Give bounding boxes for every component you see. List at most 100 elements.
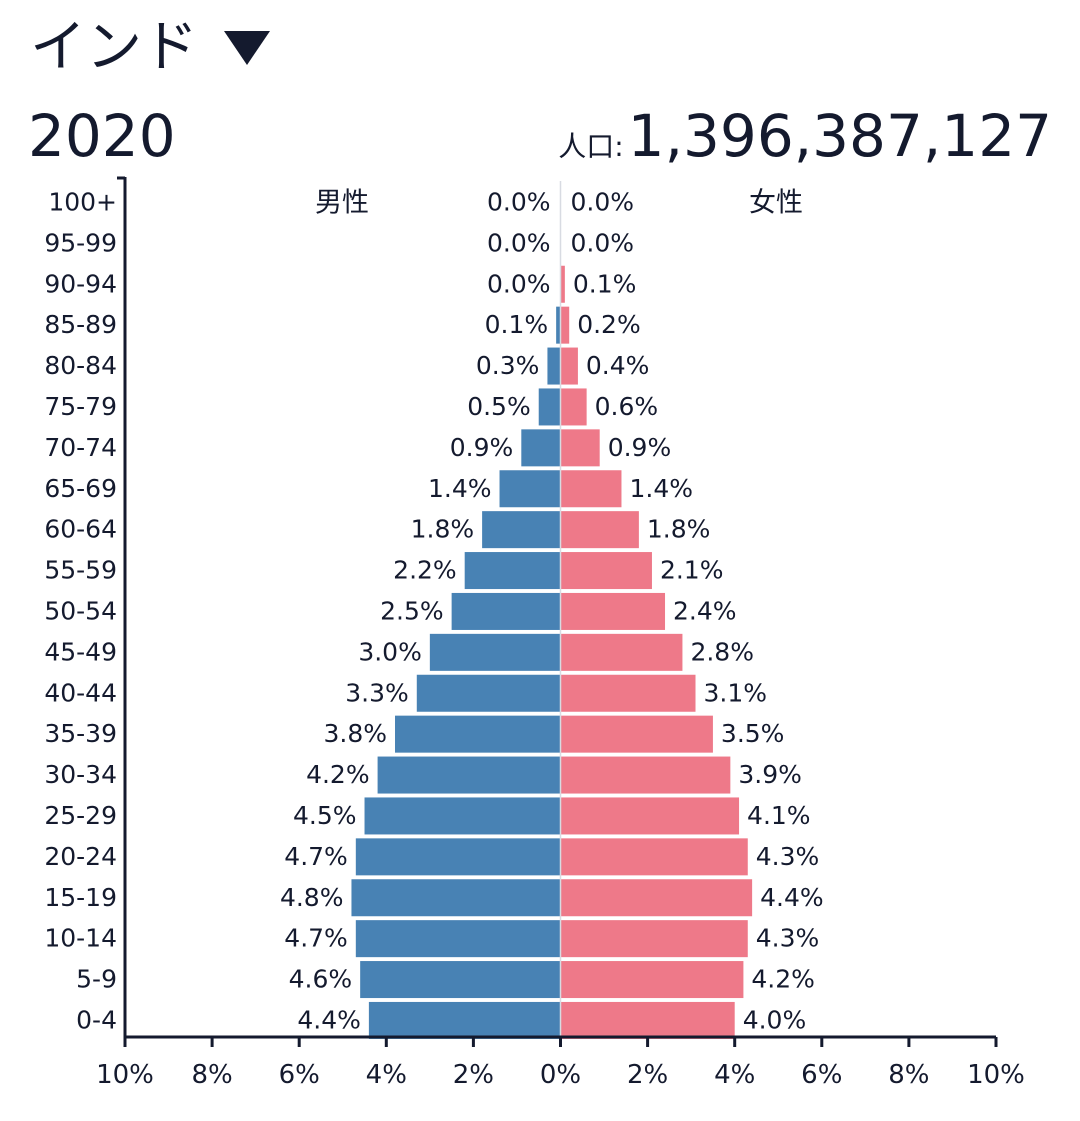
female-value-label: 0.0%	[571, 187, 635, 216]
female-value-label: 4.1%	[747, 801, 811, 830]
age-group-label: 90-94	[44, 269, 117, 298]
female-bar	[560, 879, 753, 917]
age-group-label: 85-89	[44, 310, 117, 339]
male-bar	[355, 838, 561, 876]
male-value-label: 4.2%	[306, 760, 370, 789]
male-bar	[360, 961, 561, 999]
female-bar	[560, 715, 713, 753]
female-bar	[560, 470, 622, 508]
male-bar	[351, 879, 561, 917]
age-group-label: 65-69	[44, 474, 117, 503]
female-bar	[560, 1001, 735, 1039]
age-group-label: 75-79	[44, 392, 117, 421]
population-value: 1,396,387,127	[627, 102, 1052, 170]
female-value-label: 0.6%	[595, 392, 659, 421]
male-bar	[538, 388, 561, 426]
female-bar	[560, 920, 748, 958]
age-group-label: 50-54	[44, 596, 117, 625]
age-group-label: 15-19	[44, 883, 117, 912]
female-value-label: 4.2%	[751, 965, 815, 994]
male-bar	[521, 429, 561, 467]
male-value-label: 2.2%	[393, 556, 457, 585]
male-bar	[556, 306, 561, 344]
x-tick-label: 4%	[714, 1060, 755, 1090]
age-group-label: 100+	[48, 187, 117, 216]
x-tick-label: 0%	[540, 1060, 581, 1090]
male-value-label: 3.3%	[345, 678, 409, 707]
male-value-label: 2.5%	[380, 596, 444, 625]
age-group-label: 80-84	[44, 351, 117, 380]
male-bar	[547, 347, 561, 385]
male-bar	[464, 552, 561, 590]
female-value-label: 0.0%	[571, 228, 635, 257]
male-value-label: 0.0%	[487, 187, 551, 216]
age-group-label: 95-99	[44, 228, 117, 257]
age-group-label: 60-64	[44, 515, 117, 544]
male-value-label: 4.4%	[297, 1005, 361, 1034]
male-value-label: 4.5%	[293, 801, 357, 830]
female-value-label: 1.8%	[647, 515, 711, 544]
x-tick-label: 10%	[967, 1060, 1025, 1090]
male-bar	[416, 674, 561, 712]
male-bar	[377, 756, 561, 794]
female-bar	[560, 347, 578, 385]
male-value-label: 0.9%	[450, 433, 514, 462]
male-series-label: 男性	[315, 187, 369, 218]
female-value-label: 2.8%	[690, 637, 754, 666]
male-value-label: 0.0%	[487, 228, 551, 257]
age-group-label: 30-34	[44, 760, 117, 789]
male-value-label: 3.8%	[323, 719, 387, 748]
female-bar	[560, 961, 744, 999]
female-bar	[560, 265, 565, 303]
x-tick-label: 8%	[191, 1060, 232, 1090]
male-bar	[395, 715, 561, 753]
female-bar	[560, 429, 600, 467]
male-value-label: 0.0%	[487, 269, 551, 298]
female-value-label: 4.3%	[756, 842, 820, 871]
age-group-label: 0-4	[76, 1005, 117, 1034]
x-tick-label: 2%	[627, 1060, 668, 1090]
female-bar	[560, 674, 696, 712]
female-value-label: 4.4%	[760, 883, 824, 912]
population-total: 人口: 1,396,387,127	[558, 98, 1052, 174]
male-value-label: 0.3%	[476, 351, 540, 380]
country-name: インド	[30, 15, 198, 80]
country-select[interactable]: インド	[30, 12, 270, 84]
female-series-label: 女性	[749, 187, 803, 218]
age-group-label: 20-24	[44, 842, 117, 871]
female-value-label: 2.4%	[673, 596, 737, 625]
population-label: 人口:	[558, 130, 624, 163]
female-value-label: 4.0%	[743, 1005, 807, 1034]
female-value-label: 0.2%	[577, 310, 641, 339]
female-value-label: 2.1%	[660, 556, 724, 585]
male-value-label: 1.4%	[428, 474, 492, 503]
x-tick-label: 6%	[801, 1060, 842, 1090]
age-group-label: 40-44	[44, 678, 117, 707]
female-bar	[560, 797, 740, 835]
female-value-label: 3.9%	[738, 760, 802, 789]
x-tick-label: 8%	[888, 1060, 929, 1090]
male-bar	[355, 920, 561, 958]
female-bar	[560, 511, 639, 549]
female-value-label: 4.3%	[756, 924, 820, 953]
age-group-label: 45-49	[44, 637, 117, 666]
female-value-label: 0.1%	[573, 269, 637, 298]
year-label: 2020	[28, 102, 176, 170]
age-group-label: 70-74	[44, 433, 117, 462]
age-group-label: 35-39	[44, 719, 117, 748]
triangle-down-icon[interactable]	[224, 31, 270, 65]
age-group-label: 55-59	[44, 556, 117, 585]
male-bar	[499, 470, 561, 508]
x-tick-label: 2%	[453, 1060, 494, 1090]
male-value-label: 4.7%	[284, 924, 348, 953]
female-value-label: 0.4%	[586, 351, 650, 380]
male-bar	[451, 592, 561, 630]
female-bar	[560, 633, 683, 671]
age-group-label: 25-29	[44, 801, 117, 830]
x-tick-label: 4%	[366, 1060, 407, 1090]
female-bar	[560, 306, 570, 344]
male-value-label: 4.7%	[284, 842, 348, 871]
male-value-label: 4.6%	[289, 965, 353, 994]
male-bar	[429, 633, 561, 671]
